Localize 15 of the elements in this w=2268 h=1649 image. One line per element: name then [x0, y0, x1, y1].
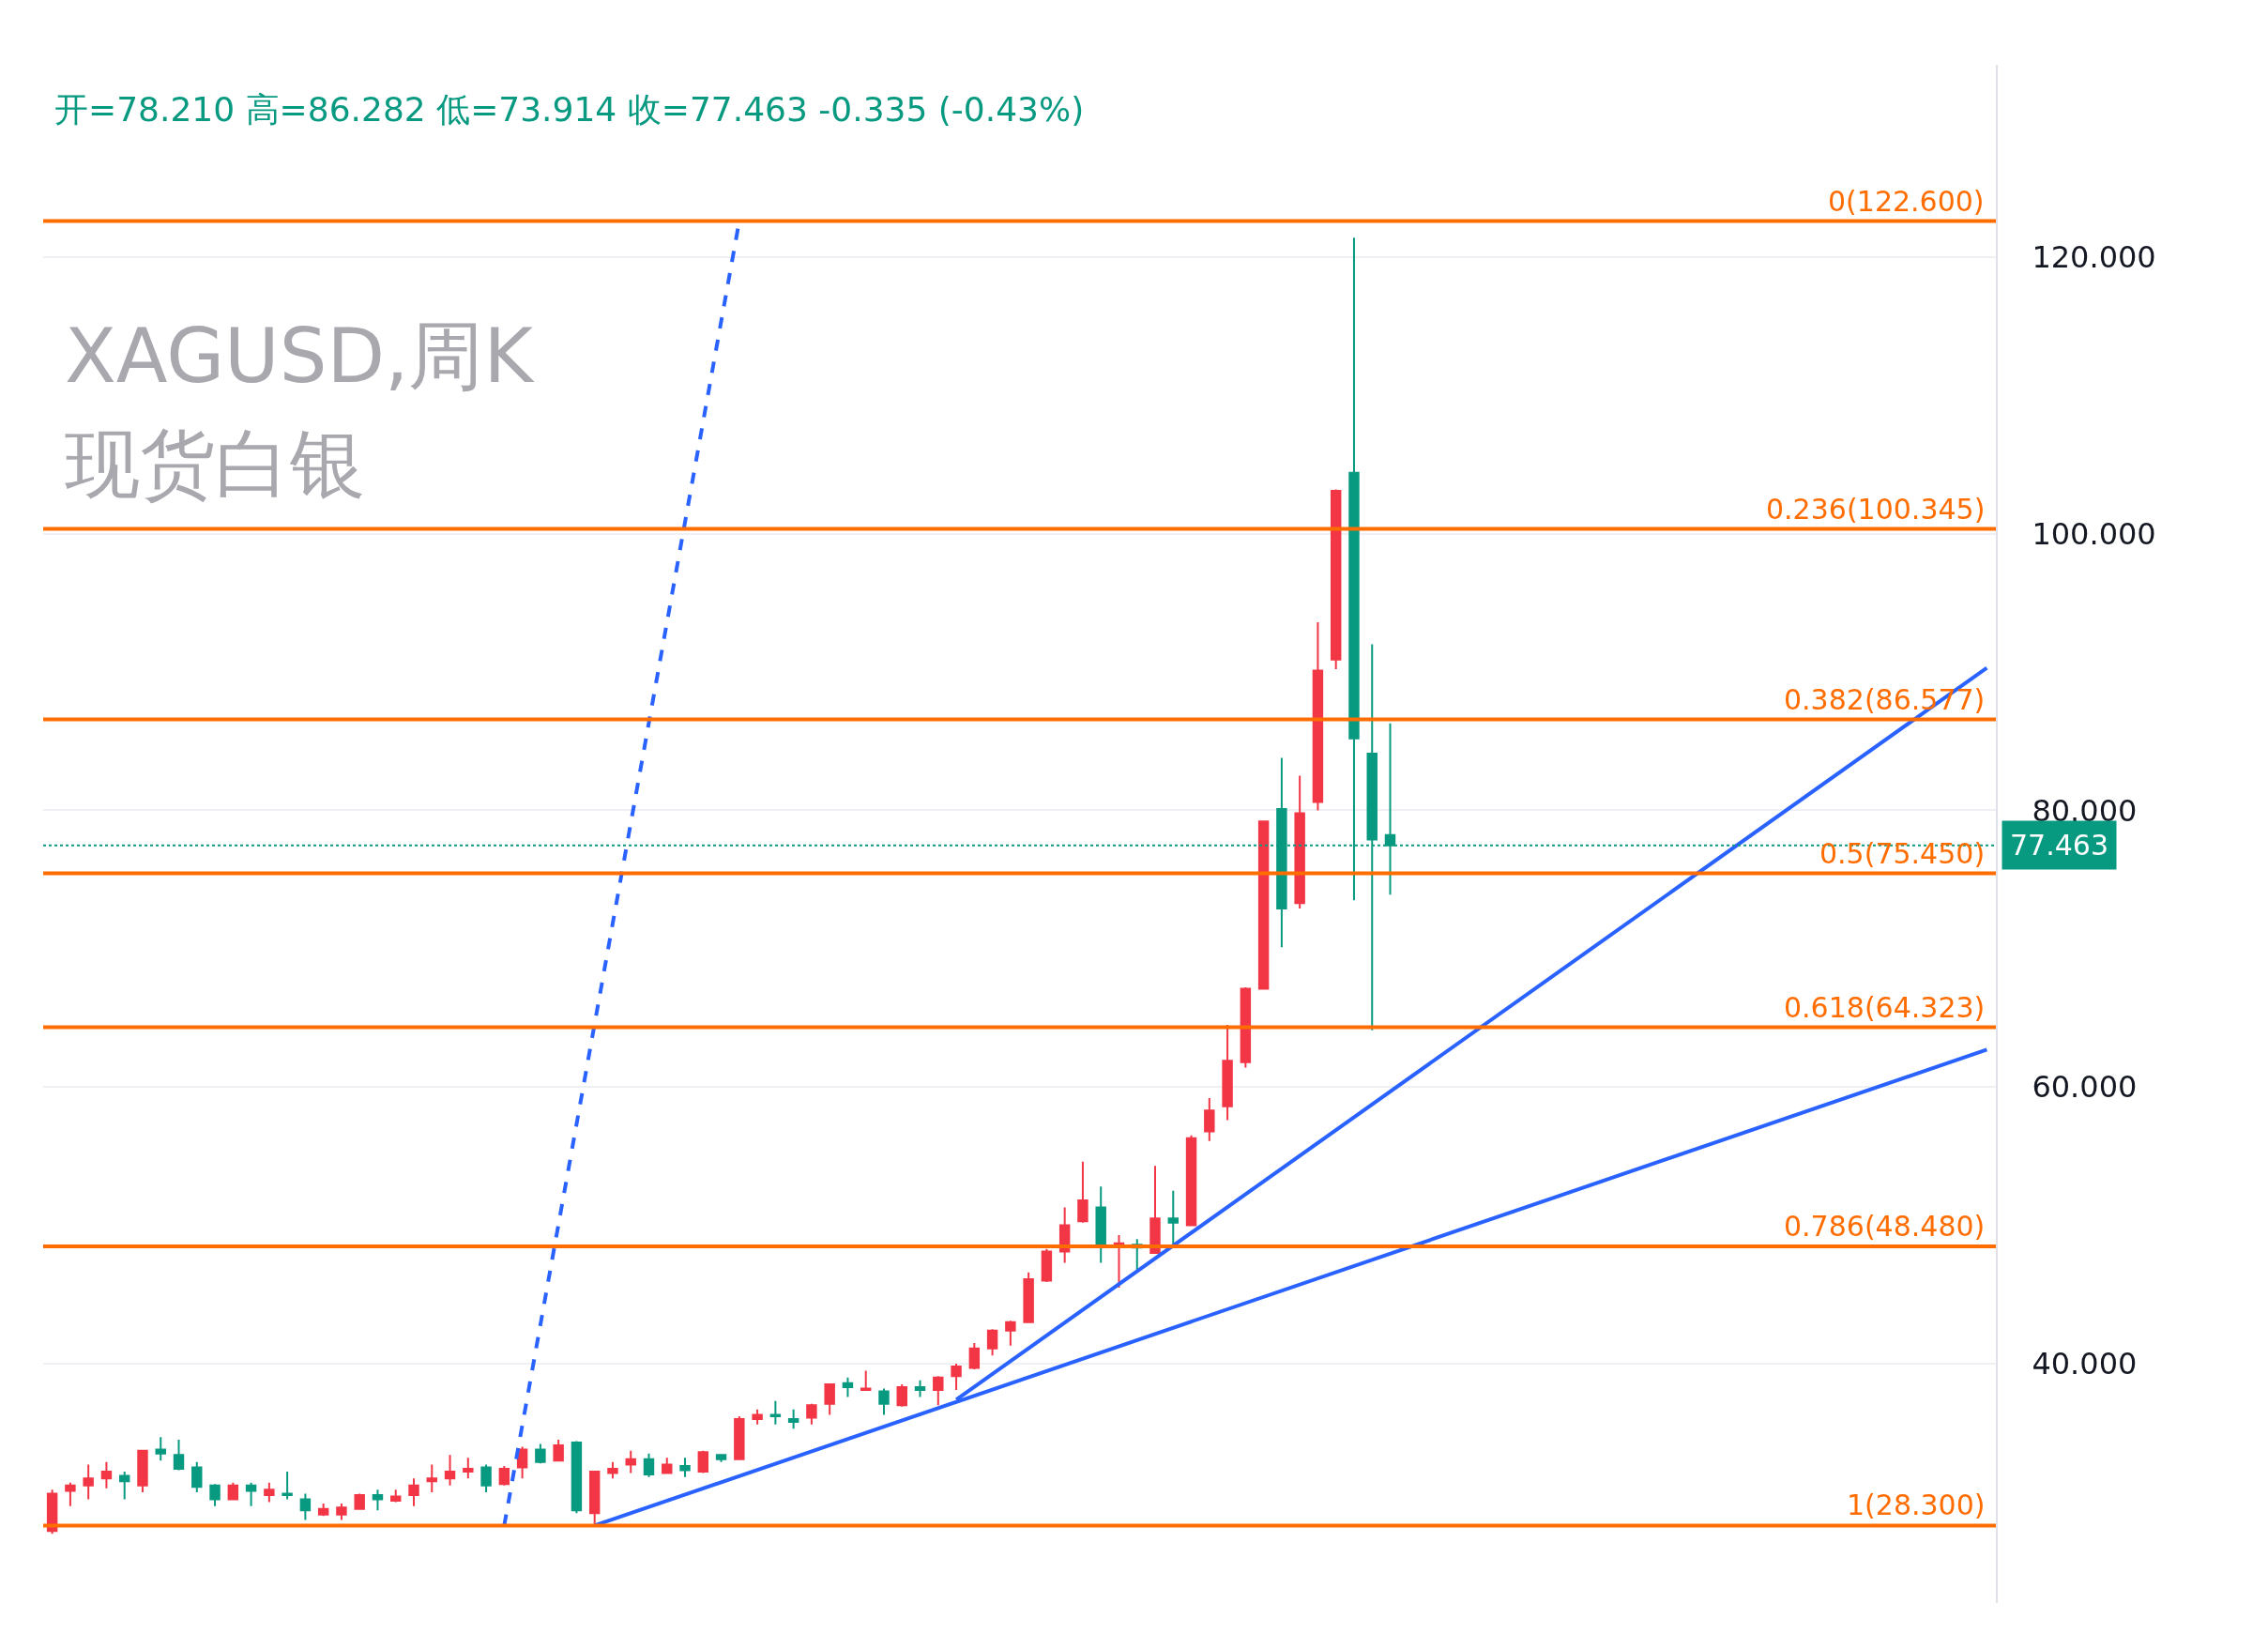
ref-line-label: 0(122.600) [1828, 185, 1985, 218]
y-tick-label: 80.000 [2032, 792, 2138, 829]
annotation: XAGUSD,周K [65, 313, 536, 400]
y-tick-label: 120.000 [2032, 239, 2156, 276]
text: 开=78.210 高=86.282 低=73.914 收=77.463 -0.335 (-0.43%) [54, 90, 1085, 129]
y-tick-label: 100.000 [2032, 515, 2156, 552]
ref-line-label: 77.463 [2010, 829, 2108, 862]
ref-line-label: 1(28.300) [1847, 1489, 1986, 1521]
annotation: 现货白银 [65, 420, 365, 508]
y-tick-label: 40.000 [2032, 1346, 2138, 1382]
y-tick-label: 60.000 [2032, 1069, 2138, 1106]
ref-line-label: 0.618(64.323) [1784, 991, 1986, 1024]
ref-line-label: 0.5(75.450) [1819, 837, 1986, 870]
ref-line-label: 0.236(100.345) [1766, 493, 1986, 526]
ref-line-label: 0.786(48.480) [1784, 1210, 1986, 1243]
